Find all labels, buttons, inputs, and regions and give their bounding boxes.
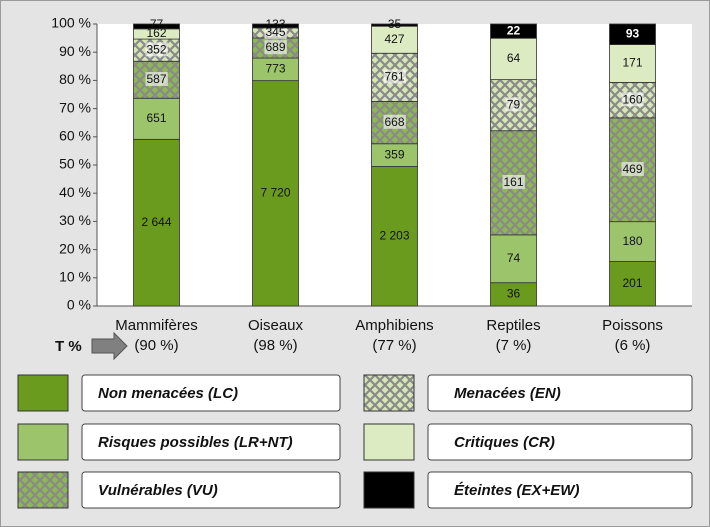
data-label: 93	[626, 26, 640, 40]
arrow	[91, 331, 128, 361]
bar-segment	[371, 23, 418, 27]
legend-swatch	[17, 374, 69, 412]
label-bg	[383, 69, 406, 84]
bar-segment	[133, 138, 180, 307]
data-label: 160	[622, 92, 642, 106]
legend-label: Menacées (EN)	[454, 385, 561, 402]
data-label: 668	[384, 115, 404, 129]
data-label: 77	[150, 17, 164, 31]
data-label: 651	[146, 111, 166, 125]
data-label: 7 720	[260, 185, 290, 199]
legend-swatch	[363, 374, 415, 412]
legend-swatch	[363, 423, 415, 461]
y-tick-label: 10 %	[59, 269, 91, 285]
bar-segment	[371, 166, 418, 307]
y-tick-label: 60 %	[59, 128, 91, 144]
bar-segment	[133, 23, 180, 30]
data-label: 36	[507, 287, 521, 301]
legend-box	[81, 471, 341, 509]
data-label: 427	[384, 32, 404, 46]
bar-segment	[490, 23, 537, 39]
data-label: 79	[507, 97, 521, 111]
legend-swatch	[17, 423, 69, 461]
data-label: 201	[622, 276, 642, 290]
data-label: 74	[507, 251, 521, 265]
legend-label: Non menacées (LC)	[98, 385, 238, 402]
legend-box	[81, 374, 341, 412]
legend-label: Vulnérables (VU)	[98, 482, 218, 499]
label-bg	[264, 25, 287, 40]
legend-swatch	[17, 471, 69, 509]
legend-label: Risques possibles (LR+NT)	[98, 434, 293, 451]
data-label: 161	[503, 175, 523, 189]
legend-box	[427, 471, 693, 509]
data-label: 689	[265, 40, 285, 54]
label-bg	[621, 161, 644, 176]
x-tick-label: Mammifères	[115, 317, 198, 334]
label-bg	[264, 40, 287, 55]
data-label: 171	[622, 56, 642, 70]
y-tick-label: 0 %	[67, 297, 91, 313]
data-label: 133	[265, 17, 285, 31]
label-bg	[145, 71, 168, 86]
y-tick-label: 80 %	[59, 71, 91, 87]
bar-segment	[490, 37, 537, 81]
x-tick-label: Poissons	[602, 317, 663, 334]
bar-segment	[371, 25, 418, 54]
x-tick-sublabel: (7 %)	[496, 337, 532, 354]
x-tick-label: Oiseaux	[248, 317, 304, 334]
legend-box	[427, 423, 693, 461]
bar-segment	[609, 23, 656, 45]
legend-swatch	[363, 471, 415, 509]
y-tick-label: 40 %	[59, 184, 91, 200]
y-tick-label: 50 %	[59, 156, 91, 172]
y-tick-label: 100 %	[51, 15, 91, 31]
x-tick-sublabel: (77 %)	[372, 337, 416, 354]
label-bg	[505, 97, 522, 112]
data-label: 180	[622, 234, 642, 248]
data-label: 352	[146, 42, 166, 56]
bar-segment	[252, 80, 299, 307]
y-tick-label: 90 %	[59, 43, 91, 59]
legend-box	[81, 423, 341, 461]
x-tick-sublabel: (6 %)	[615, 337, 651, 354]
y-tick-label: 70 %	[59, 99, 91, 115]
bar-segment	[133, 97, 180, 140]
data-label: 469	[622, 162, 642, 176]
data-label: 359	[384, 147, 404, 161]
legend-label: Éteintes (EX+EW)	[454, 482, 579, 499]
x-tick-sublabel: (98 %)	[253, 337, 297, 354]
legend-label: Critiques (CR)	[454, 434, 555, 451]
label-bg	[502, 174, 525, 189]
data-label: 587	[146, 72, 166, 86]
bar-segment	[252, 23, 299, 29]
data-label: 162	[146, 26, 166, 40]
t-label: T %	[55, 338, 82, 355]
data-label: 35	[388, 17, 402, 31]
label-bg	[145, 42, 168, 57]
data-label: 64	[507, 51, 521, 65]
data-label: 2 644	[141, 215, 171, 229]
data-label: 773	[265, 62, 285, 76]
label-bg	[383, 114, 406, 129]
label-bg	[621, 92, 644, 107]
data-label: 2 203	[379, 228, 409, 242]
x-tick-label: Amphibiens	[355, 317, 433, 334]
bar-segment	[609, 261, 656, 307]
x-tick-label: Reptiles	[486, 317, 540, 334]
y-tick-label: 30 %	[59, 212, 91, 228]
x-tick-sublabel: (90 %)	[134, 337, 178, 354]
data-label: 22	[507, 23, 521, 37]
data-label: 345	[265, 25, 285, 39]
y-tick-label: 20 %	[59, 240, 91, 256]
data-label: 761	[384, 70, 404, 84]
legend-box	[427, 374, 693, 412]
bar-segment	[609, 221, 656, 262]
